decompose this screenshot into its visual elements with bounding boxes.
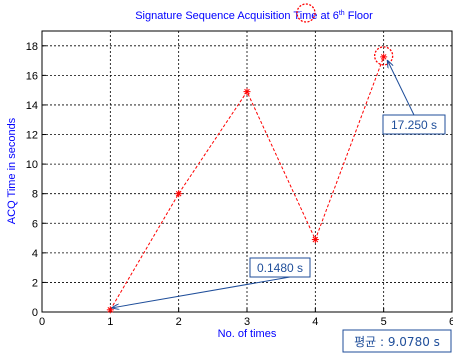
y-tick-label: 2 xyxy=(32,277,38,289)
y-tick-label: 12 xyxy=(26,130,38,142)
data-point-marker xyxy=(311,236,319,244)
chart-title-suffix: Floor xyxy=(345,10,373,22)
title-highlight-circle xyxy=(296,3,316,23)
min-annotation-arrow xyxy=(112,276,291,308)
y-tick-label: 18 xyxy=(26,41,38,53)
max-annotation-box xyxy=(382,114,446,135)
average-text: 평균 : 9.0780 s xyxy=(354,335,440,349)
y-tick-label: 16 xyxy=(26,70,38,82)
y-tick-label: 4 xyxy=(32,248,38,260)
chart-title-prefix: Signature Sequence Acquisition Time at 6 xyxy=(135,10,339,22)
x-tick-label: 5 xyxy=(381,316,387,328)
grid xyxy=(42,31,452,312)
min-annotation-text: 0.1480 s xyxy=(257,261,303,275)
min-annotation-box xyxy=(249,257,311,278)
y-tick-label: 14 xyxy=(26,100,38,112)
y-tick-label: 0 xyxy=(32,307,38,319)
data-point-marker xyxy=(243,88,251,96)
x-tick-label: 3 xyxy=(244,316,250,328)
x-tick-label: 2 xyxy=(176,316,182,328)
y-tick-label: 10 xyxy=(26,159,38,171)
x-tick-label: 4 xyxy=(312,316,318,328)
max-annotation-arrow xyxy=(388,61,415,116)
x-tick-label: 0 xyxy=(39,316,45,328)
x-tick-label: 6 xyxy=(449,316,453,328)
x-tick-label: 1 xyxy=(107,316,113,328)
y-axis-label: ACQ Time in seconds xyxy=(6,117,18,224)
data-point-marker xyxy=(380,53,388,61)
y-tick-label: 8 xyxy=(32,189,38,201)
max-highlight-circle xyxy=(374,46,394,66)
x-axis-label: No. of times xyxy=(218,328,277,340)
data-point-marker xyxy=(175,190,183,198)
y-tick-label: 6 xyxy=(32,218,38,230)
chart-title-superscript: th xyxy=(339,10,345,17)
average-box xyxy=(342,329,452,353)
chart-title: Signature Sequence Acquisition Time at 6… xyxy=(135,10,373,22)
max-annotation-text: 17.250 s xyxy=(391,118,437,132)
